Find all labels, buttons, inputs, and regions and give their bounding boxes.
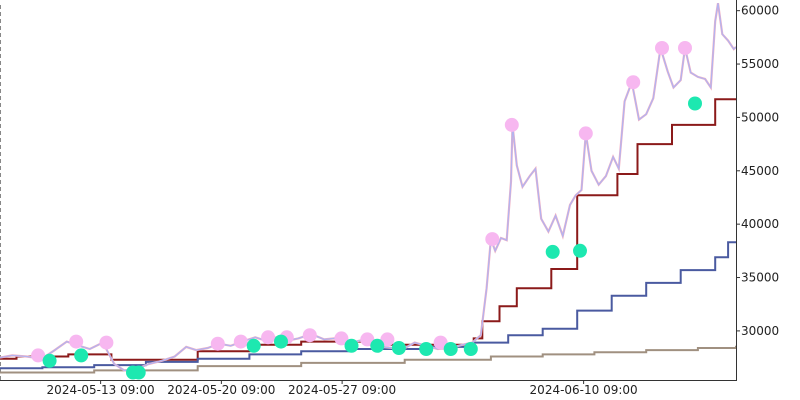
high-marker-12 xyxy=(433,335,448,350)
low-marker-9 xyxy=(391,341,406,355)
low-marker-8 xyxy=(370,338,385,353)
high-marker-1 xyxy=(31,348,46,363)
high-marker-8 xyxy=(302,328,317,343)
high-marker-16 xyxy=(626,75,641,90)
series-line-3 xyxy=(0,345,737,374)
y-tick-label-6: 55000 xyxy=(741,57,779,71)
y-tick-label-2: 35000 xyxy=(741,271,779,285)
high-marker-18 xyxy=(678,41,692,55)
low-marker-4 xyxy=(131,365,146,380)
y-tick-label-4: 45000 xyxy=(741,164,779,178)
signal-markers xyxy=(31,41,702,380)
high-marker-5 xyxy=(233,334,248,349)
y-tick-label-5: 50000 xyxy=(741,110,779,124)
high-marker-17 xyxy=(655,41,669,55)
low-marker-10 xyxy=(419,342,434,356)
low-marker-13 xyxy=(545,244,560,259)
high-marker-4 xyxy=(210,336,225,351)
low-marker-14 xyxy=(573,243,587,258)
low-marker-7 xyxy=(344,338,359,353)
high-marker-13 xyxy=(485,232,500,247)
x-tick-label-2: 2024-05-20 09:00 xyxy=(167,383,275,397)
low-marker-1 xyxy=(42,353,57,368)
x-tick-label-3: 2024-05-27 09:00 xyxy=(288,383,396,397)
y-tick-label-7: 60000 xyxy=(741,4,779,18)
high-marker-10 xyxy=(360,332,375,347)
x-tick-label-4: 2024-06-10 09:00 xyxy=(530,383,638,397)
y-tick-label-3: 40000 xyxy=(741,217,779,231)
y-axis-ticks: 30000 35000 40000 45000 50000 55000 60000 xyxy=(736,4,779,338)
low-marker-15 xyxy=(688,96,702,111)
high-marker-9 xyxy=(334,331,349,346)
price-line xyxy=(0,3,737,372)
low-marker-2 xyxy=(74,348,89,363)
high-marker-15 xyxy=(578,126,593,141)
low-marker-11 xyxy=(443,342,458,356)
high-marker-11 xyxy=(380,332,395,347)
x-tick-label-1: 2024-05-13 09:00 xyxy=(47,383,155,397)
price-line-group xyxy=(0,3,737,372)
y-tick-label-1: 30000 xyxy=(741,324,779,338)
low-marker-12 xyxy=(463,342,478,356)
low-marker-5 xyxy=(246,338,261,353)
high-marker-2 xyxy=(69,334,84,349)
x-axis-ticks: 2024-05-13 09:00 2024-05-20 09:00 2024-05-… xyxy=(47,380,638,397)
low-marker-6 xyxy=(274,334,288,349)
high-marker-14 xyxy=(504,117,519,132)
high-marker-3 xyxy=(99,335,114,350)
high-marker-6 xyxy=(261,330,276,345)
